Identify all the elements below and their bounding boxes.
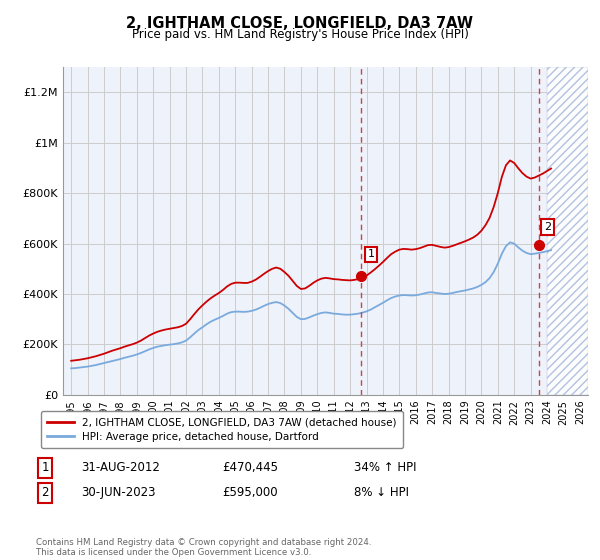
- Text: Price paid vs. HM Land Registry's House Price Index (HPI): Price paid vs. HM Land Registry's House …: [131, 28, 469, 41]
- Text: 31-AUG-2012: 31-AUG-2012: [81, 461, 160, 474]
- Text: £595,000: £595,000: [222, 486, 278, 500]
- Text: 8% ↓ HPI: 8% ↓ HPI: [354, 486, 409, 500]
- Text: 1: 1: [368, 249, 374, 259]
- Text: 30-JUN-2023: 30-JUN-2023: [81, 486, 155, 500]
- Text: £470,445: £470,445: [222, 461, 278, 474]
- Text: Contains HM Land Registry data © Crown copyright and database right 2024.
This d: Contains HM Land Registry data © Crown c…: [36, 538, 371, 557]
- Text: 2: 2: [544, 222, 551, 232]
- Text: 1: 1: [41, 461, 49, 474]
- Bar: [547, 67, 588, 395]
- Text: 34% ↑ HPI: 34% ↑ HPI: [354, 461, 416, 474]
- Text: 2, IGHTHAM CLOSE, LONGFIELD, DA3 7AW: 2, IGHTHAM CLOSE, LONGFIELD, DA3 7AW: [127, 16, 473, 31]
- Legend: 2, IGHTHAM CLOSE, LONGFIELD, DA3 7AW (detached house), HPI: Average price, detac: 2, IGHTHAM CLOSE, LONGFIELD, DA3 7AW (de…: [41, 411, 403, 448]
- Text: 2: 2: [41, 486, 49, 500]
